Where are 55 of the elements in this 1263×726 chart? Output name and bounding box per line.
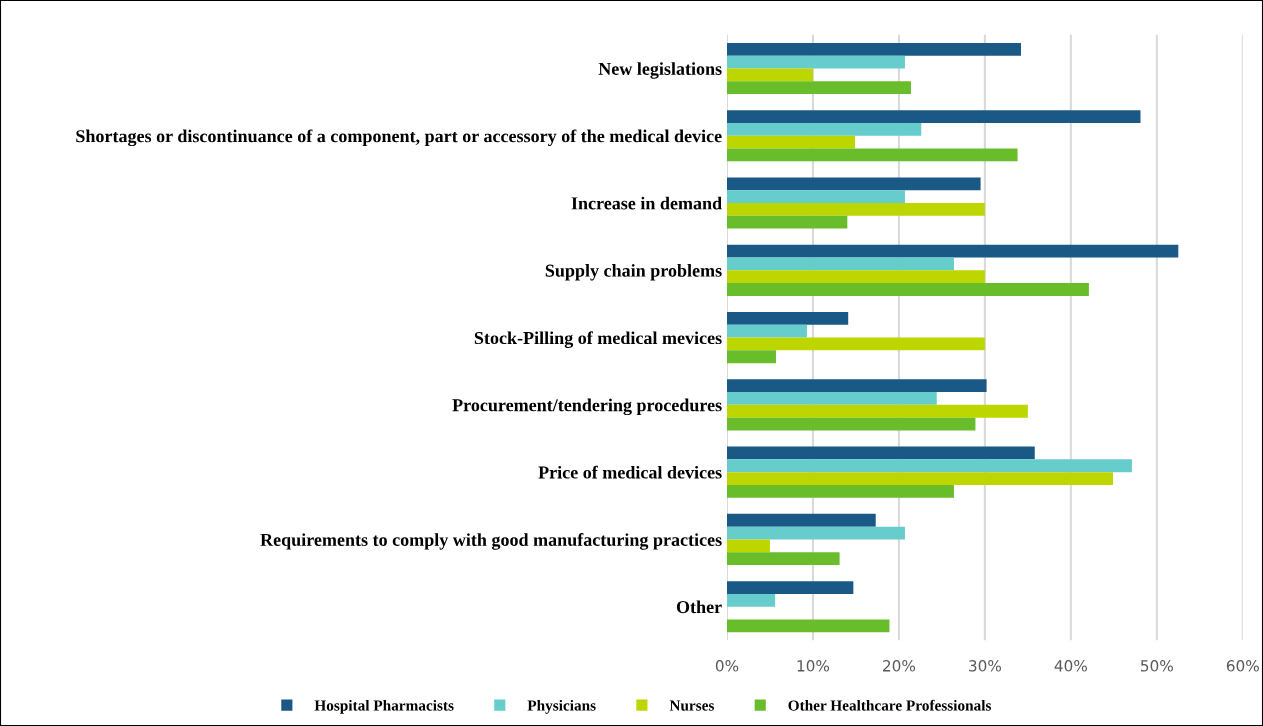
bar bbox=[726, 324, 807, 338]
y-tick-label: Other bbox=[676, 600, 722, 614]
x-tick-label: 10% bbox=[797, 660, 830, 672]
bar bbox=[726, 539, 770, 553]
legend-label: Other Healthcare Professionals bbox=[788, 699, 992, 711]
y-tick-label: Procurement/tendering procedures bbox=[452, 398, 722, 416]
bar bbox=[726, 215, 848, 229]
x-tick-label: 50% bbox=[1141, 660, 1173, 672]
bar bbox=[726, 472, 1113, 485]
x-tick-label: 40% bbox=[1054, 660, 1087, 672]
legend-label: Nurses bbox=[669, 700, 715, 711]
bar bbox=[726, 283, 1089, 296]
bar bbox=[726, 350, 776, 364]
bar bbox=[726, 270, 985, 284]
y-tick-label: Requirements to comply with good manufacturing practices bbox=[260, 533, 722, 550]
y-tick-label: Supply chain problems bbox=[545, 264, 722, 281]
bar bbox=[726, 177, 981, 191]
bar bbox=[726, 148, 1018, 162]
bar bbox=[726, 81, 911, 95]
x-tick-label: 60% bbox=[1226, 660, 1259, 672]
legend-label: Physicians bbox=[527, 699, 596, 714]
bar bbox=[726, 42, 1021, 56]
x-tick-label: 20% bbox=[883, 660, 916, 672]
bar bbox=[726, 68, 813, 82]
bar bbox=[726, 110, 1141, 123]
y-tick-label: Shortages or discontinuance of a component, part or accessory of the medical device bbox=[76, 129, 722, 147]
bar bbox=[726, 203, 985, 216]
x-tick-label: 0% bbox=[715, 660, 739, 672]
bar bbox=[726, 593, 776, 607]
y-tick-label: Increase in demand bbox=[571, 196, 722, 210]
bar bbox=[726, 526, 905, 540]
legend-label: Hospital Pharmacists bbox=[314, 699, 454, 714]
bar bbox=[726, 484, 954, 498]
bar bbox=[726, 417, 976, 431]
bar bbox=[726, 581, 854, 594]
bar bbox=[726, 312, 849, 325]
bar bbox=[726, 135, 856, 149]
x-tick-label: 30% bbox=[969, 660, 1002, 672]
bar bbox=[726, 55, 905, 69]
y-tick-label: Stock-Pilling of medical mevices bbox=[474, 331, 722, 348]
bar bbox=[726, 122, 922, 136]
bar bbox=[726, 257, 954, 271]
bar bbox=[726, 392, 937, 405]
y-tick-label: New legislations bbox=[598, 62, 722, 79]
bar bbox=[726, 459, 1132, 473]
bar bbox=[726, 379, 987, 393]
y-tick-label: Price of medical devices bbox=[538, 465, 722, 479]
bar bbox=[726, 446, 1035, 460]
bar bbox=[726, 244, 1179, 258]
bar bbox=[726, 190, 905, 204]
bar bbox=[726, 337, 985, 351]
bar bbox=[726, 513, 876, 527]
bar bbox=[726, 552, 840, 565]
bar bbox=[726, 619, 890, 633]
bar bbox=[726, 404, 1028, 418]
